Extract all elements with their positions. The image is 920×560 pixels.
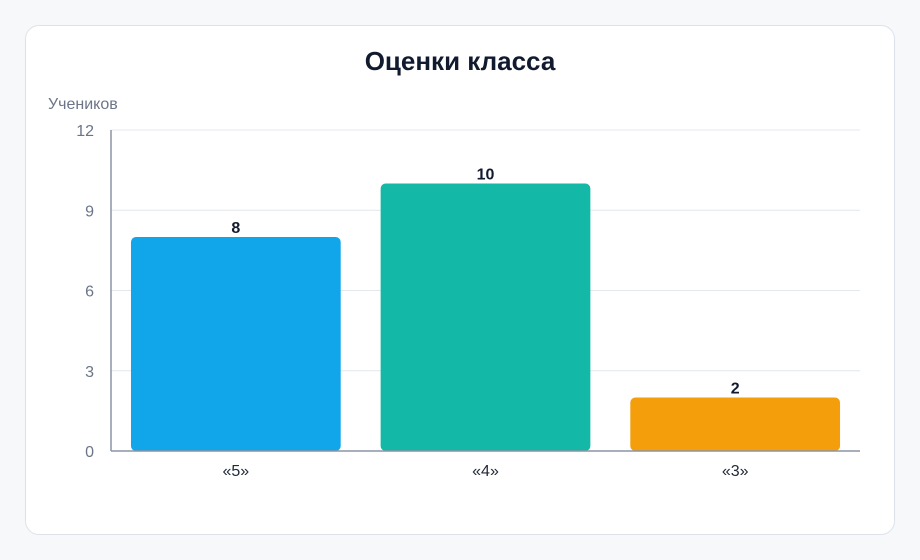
x-category-label: «5» [222,463,249,480]
bar [130,237,341,451]
axes [110,130,860,452]
bars [130,183,841,451]
x-category-label: «4» [472,463,499,480]
y-tick-label: 3 [85,364,94,381]
y-axis-label: Учеников [48,96,118,113]
bar-value-label: 8 [231,220,240,237]
bar [380,183,591,451]
y-tick-label: 12 [76,123,94,140]
bar [630,397,841,451]
y-tick-label: 0 [85,444,94,461]
bar-value-label: 10 [477,167,495,184]
bar-value-label: 2 [731,381,740,398]
x-category-label: «3» [722,463,749,480]
labels: 0 3 6 9 12 8 «5» 10 «4» 2 «3» [76,123,748,480]
y-tick-label: 6 [85,284,94,301]
chart-title: Оценки класса [365,46,556,76]
y-tick-label: 9 [85,203,94,220]
